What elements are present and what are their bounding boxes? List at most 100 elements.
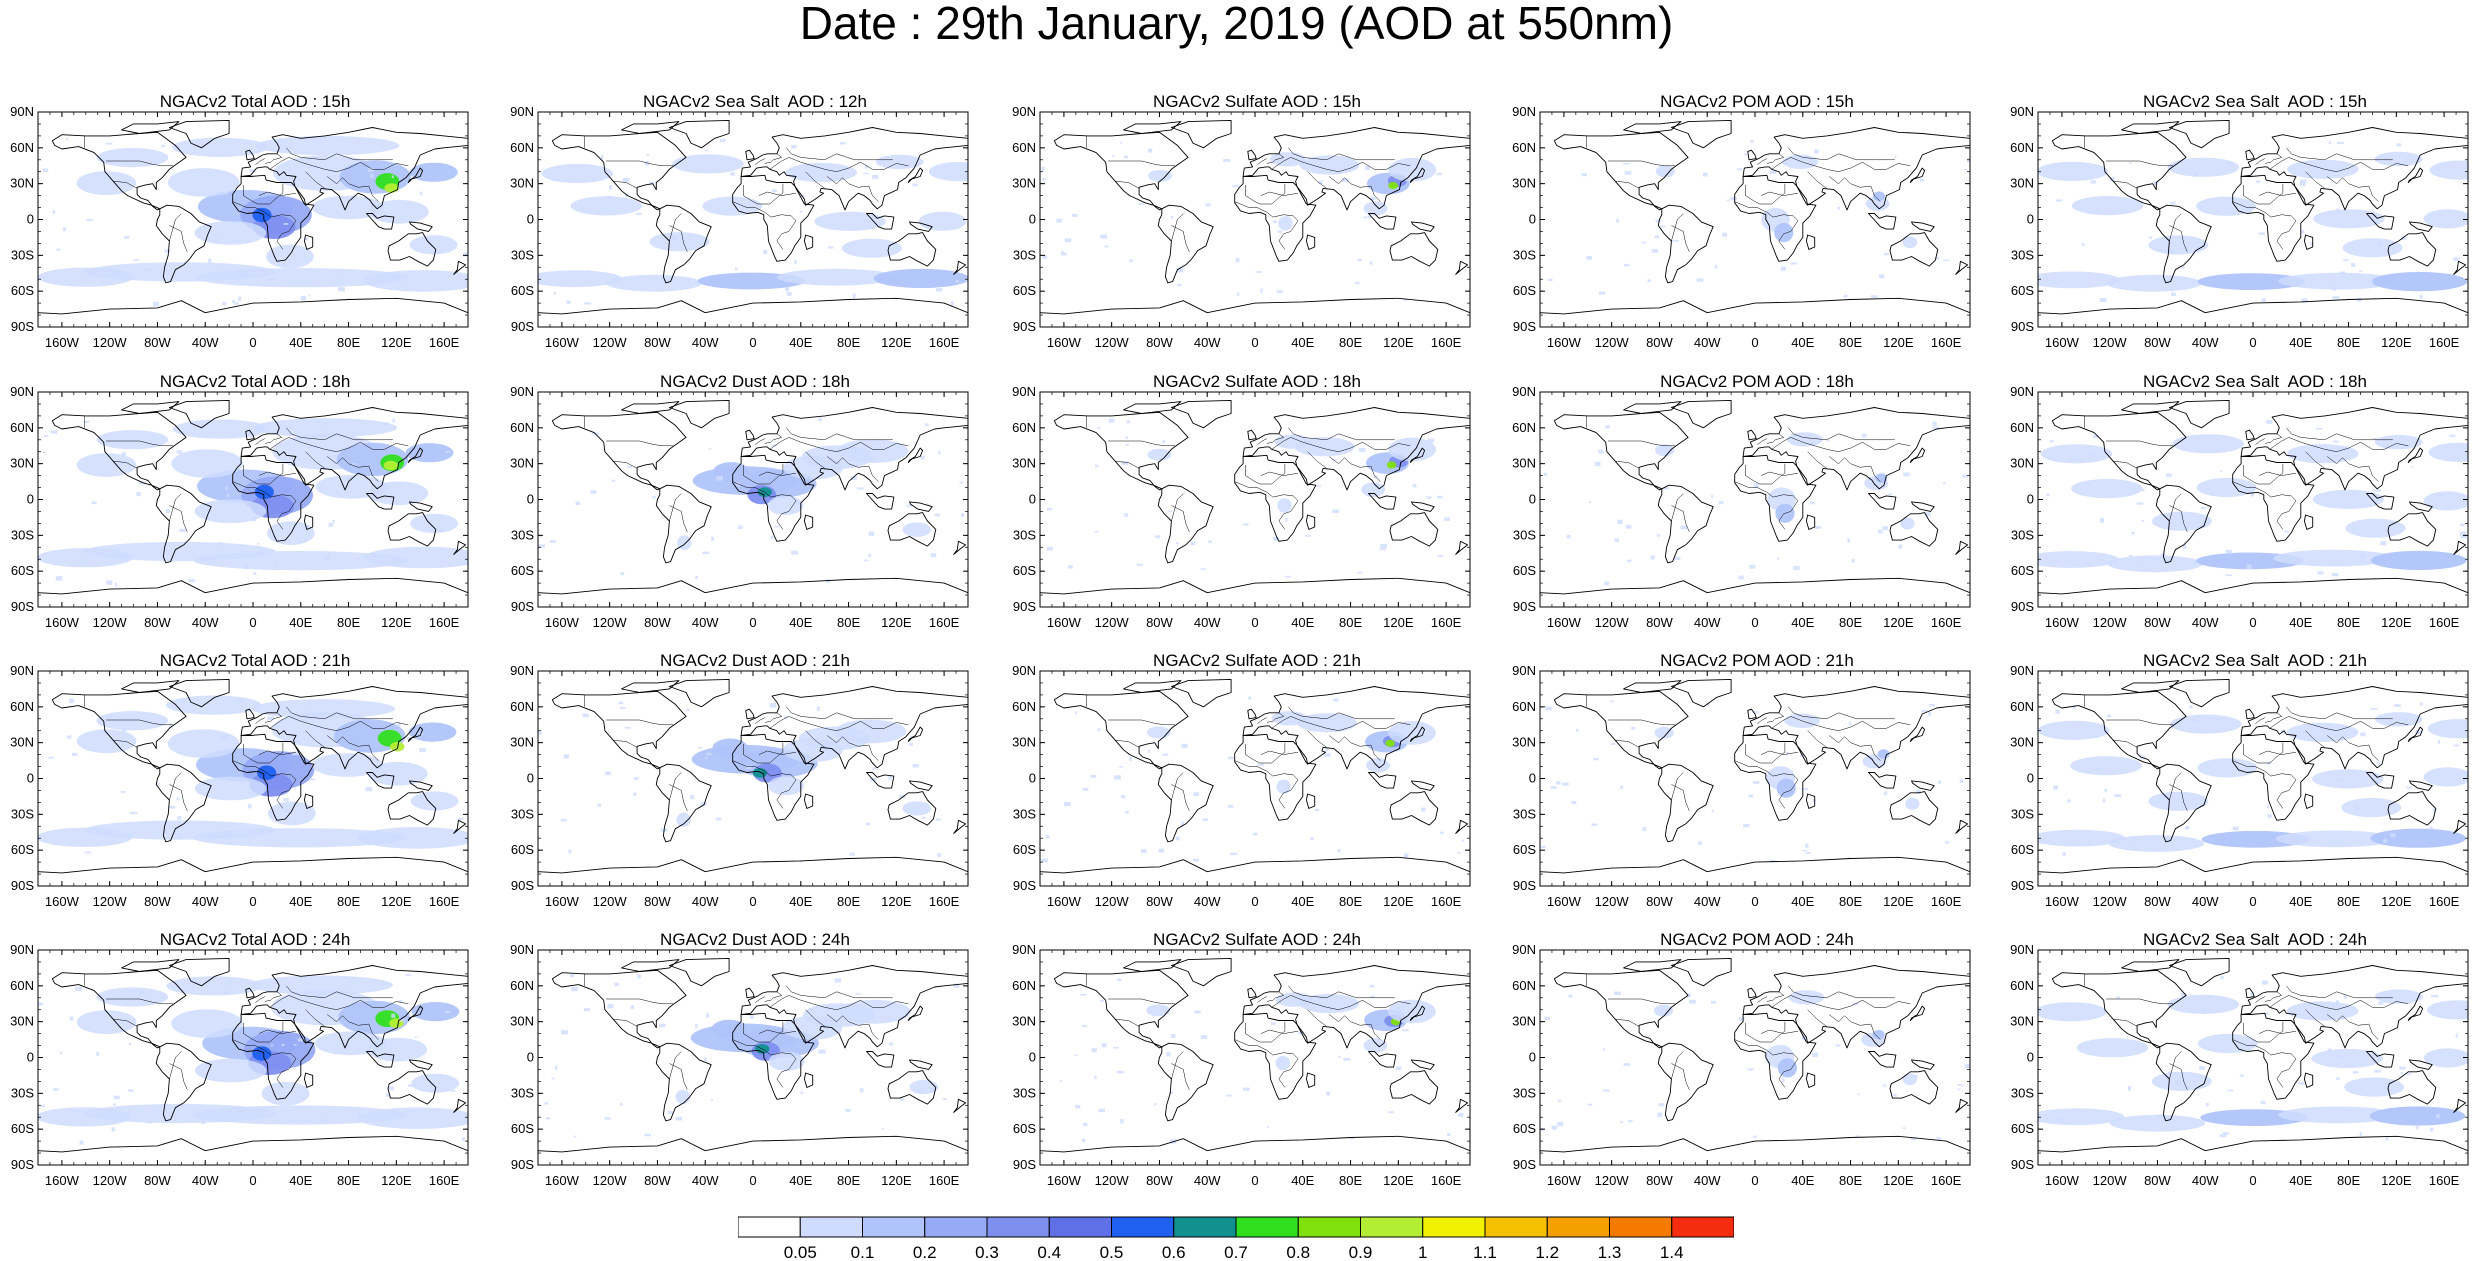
lat-tick-label: 60S: [511, 842, 534, 857]
lat-tick-label: 0: [527, 771, 534, 786]
aod-patch: [1388, 157, 1437, 182]
aod-patch: [2167, 994, 2240, 1014]
panel-title: NGACv2 Sulfate AOD : 24h: [1153, 930, 1361, 949]
aod-patch: [2152, 511, 2212, 531]
aod-patch: [411, 1002, 460, 1022]
lat-tick-label: 90S: [11, 878, 34, 893]
aod-patch: [1146, 726, 1171, 739]
lon-tick-label: 80W: [1646, 1173, 1673, 1188]
aod-patch: [1297, 713, 1357, 733]
lat-tick-label: 60S: [2011, 283, 2034, 298]
colorbar-tick-label: 0.9: [1349, 1243, 1373, 1261]
aod-patch: [312, 195, 384, 220]
aod-patch: [2040, 444, 2113, 464]
lat-tick-label: 60N: [510, 699, 534, 714]
aod-patch: [96, 430, 169, 450]
lat-tick-label: 60S: [1013, 283, 1036, 298]
lon-tick-label: 0: [749, 615, 756, 630]
aod-patch: [712, 738, 749, 758]
lat-tick-label: 60N: [1512, 978, 1536, 993]
lon-tick-label: 160E: [1931, 894, 1962, 909]
aod-patch: [538, 270, 622, 288]
lon-tick-label: 160W: [1547, 1173, 1582, 1188]
lon-tick-label: 80E: [2337, 615, 2360, 630]
aod-patch: [363, 270, 468, 292]
lat-tick-label: 0: [27, 1050, 34, 1065]
aod-patch: [1363, 201, 1388, 216]
aod-patch: [2311, 1048, 2383, 1069]
lon-tick-label: 160E: [1931, 335, 1962, 350]
aod-map: 90N 60N 30N 0 30S 60S 90S 160W 120W 80W 40W 0 40E 80E…: [10, 384, 469, 630]
lat-tick-label: 30S: [511, 1085, 534, 1100]
lon-tick-label: 120E: [2381, 335, 2412, 350]
lat-tick-label: 30S: [1013, 527, 1036, 542]
lat-tick-label: 0: [1529, 492, 1536, 507]
aod-patch: [2375, 712, 2423, 727]
lon-tick-label: 40E: [2289, 335, 2312, 350]
lon-tick-label: 0: [1751, 1173, 1758, 1188]
lon-tick-label: 80W: [644, 894, 671, 909]
aod-patch: [768, 776, 804, 796]
lat-tick-label: 60N: [510, 978, 534, 993]
lon-tick-label: 80W: [644, 1173, 671, 1188]
lon-tick-label: 120E: [1883, 1173, 1914, 1188]
aod-patch: [1905, 797, 1920, 810]
lon-tick-label: 160E: [929, 894, 960, 909]
lon-tick-label: 40W: [692, 335, 719, 350]
aod-patch: [2286, 1001, 2359, 1021]
aod-patch: [2429, 160, 2468, 180]
lat-tick-label: 0: [1529, 1050, 1536, 1065]
colorbar-tick-label: 1.2: [1535, 1243, 1559, 1261]
lat-tick-label: 60N: [1012, 699, 1036, 714]
map-panel: 90N 60N 30N 0 30S 60S 90S 160W 120W 80W 40W 0 40E 80E…: [1002, 92, 1502, 362]
aod-map: 90N 60N 30N 0 30S 60S 90S 160W 120W 80W 40W 0 40E 80E…: [510, 384, 969, 630]
lon-tick-label: 80E: [1339, 335, 1362, 350]
lat-tick-label: 30N: [510, 735, 534, 750]
lat-tick-label: 90N: [1512, 384, 1536, 399]
aod-patch: [408, 722, 457, 742]
aod-patch: [2275, 830, 2396, 848]
aod-patch: [1902, 1073, 1917, 1086]
lon-tick-label: 120W: [1095, 1173, 1130, 1188]
aod-patch: [194, 776, 267, 801]
lat-tick-label: 60N: [1012, 978, 1036, 993]
lat-tick-label: 60S: [2011, 563, 2034, 578]
lon-tick-label: 0: [749, 335, 756, 350]
aod-patch: [1902, 236, 1918, 249]
aod-patch: [357, 827, 468, 849]
aod-map: 90N 60N 30N 0 30S 60S 90S 160W 120W 80W 40W 0 40E 80E…: [10, 104, 469, 350]
lon-tick-label: 40W: [692, 615, 719, 630]
aod-map: 90N 60N 30N 0 30S 60S 90S 160W 120W 80W 40W 0 40E 80E…: [1512, 942, 1971, 1188]
lon-tick-label: 80E: [1839, 894, 1862, 909]
lon-tick-label: 160E: [1431, 894, 1462, 909]
aod-patch: [267, 801, 316, 826]
aod-patch: [2038, 271, 2120, 289]
panel-title: NGACv2 POM AOD : 18h: [1660, 372, 1854, 391]
lat-tick-label: 90N: [10, 384, 34, 399]
lon-tick-label: 160E: [929, 1173, 960, 1188]
lon-tick-label: 160W: [545, 1173, 580, 1188]
aod-patch: [2313, 209, 2385, 229]
lat-tick-label: 30S: [2011, 247, 2034, 262]
lon-tick-label: 80W: [644, 335, 671, 350]
panel-title: NGACv2 POM AOD : 15h: [1660, 92, 1854, 111]
map-panel: 90N 60N 30N 0 30S 60S 90S 160W 120W 80W 40W 0 40E 80E…: [1002, 372, 1502, 642]
panel-title: NGACv2 Total AOD : 21h: [159, 651, 351, 670]
aod-patch: [1655, 165, 1675, 178]
panel-title: NGACv2 Sea Salt AOD : 12h: [643, 92, 867, 111]
aod-map: 90N 60N 30N 0 30S 60S 90S 160W 120W 80W 40W 0 40E 80E…: [2010, 384, 2469, 630]
lat-tick-label: 30N: [1512, 735, 1536, 750]
lon-tick-label: 120E: [381, 335, 412, 350]
lon-tick-label: 80W: [144, 894, 171, 909]
lat-tick-label: 90N: [10, 942, 34, 957]
aod-patch: [411, 1073, 460, 1093]
aod-patch: [2423, 767, 2468, 787]
lon-tick-label: 40W: [692, 1173, 719, 1188]
lat-tick-label: 0: [1029, 771, 1036, 786]
lon-tick-label: 80E: [1839, 615, 1862, 630]
panel-title: NGACv2 POM AOD : 24h: [1660, 930, 1854, 949]
aod-patch: [2169, 714, 2242, 734]
aod-patch: [1277, 498, 1292, 513]
aod-map: 90N 60N 30N 0 30S 60S 90S 160W 120W 80W 40W 0 40E 80E…: [1512, 104, 1971, 350]
lon-tick-label: 80E: [1339, 1173, 1362, 1188]
